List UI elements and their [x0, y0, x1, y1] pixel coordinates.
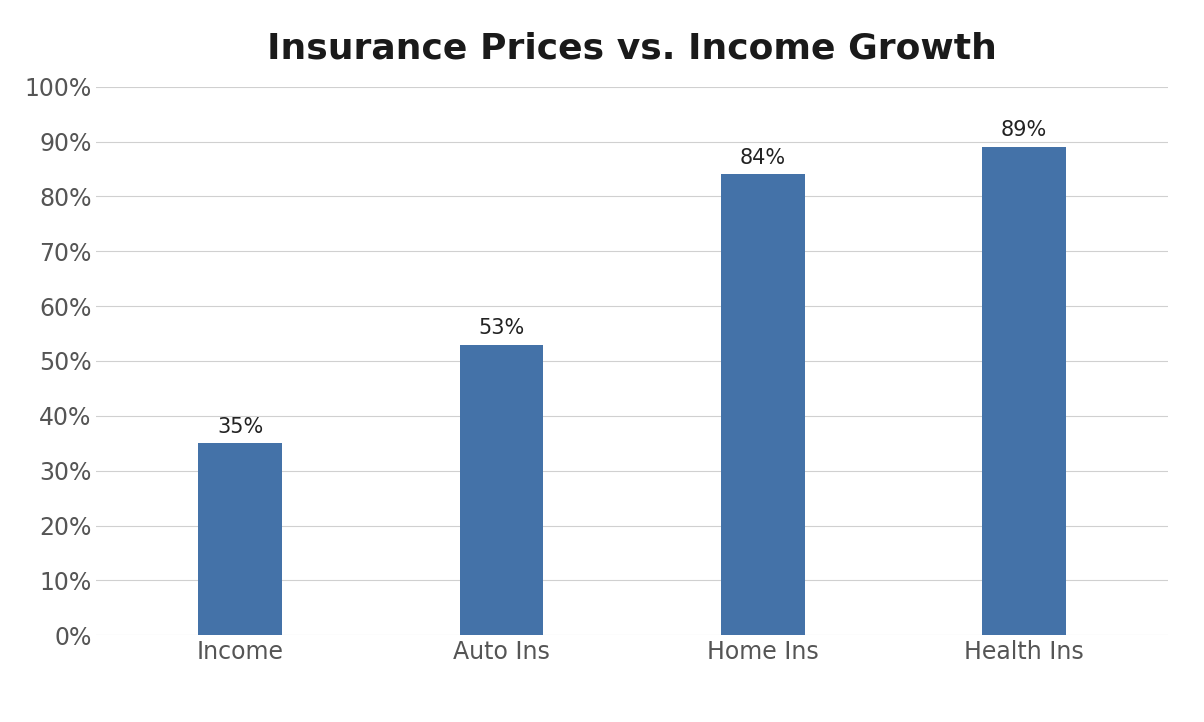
Bar — [460, 344, 543, 635]
Text: 89%: 89% — [1001, 121, 1047, 140]
Text: 53%: 53% — [478, 318, 525, 338]
Bar — [721, 175, 804, 635]
Text: 84%: 84% — [739, 148, 786, 168]
Text: 35%: 35% — [217, 417, 264, 437]
Title: Insurance Prices vs. Income Growth: Insurance Prices vs. Income Growth — [267, 32, 997, 66]
Bar — [982, 147, 1066, 635]
Bar — [199, 443, 282, 635]
